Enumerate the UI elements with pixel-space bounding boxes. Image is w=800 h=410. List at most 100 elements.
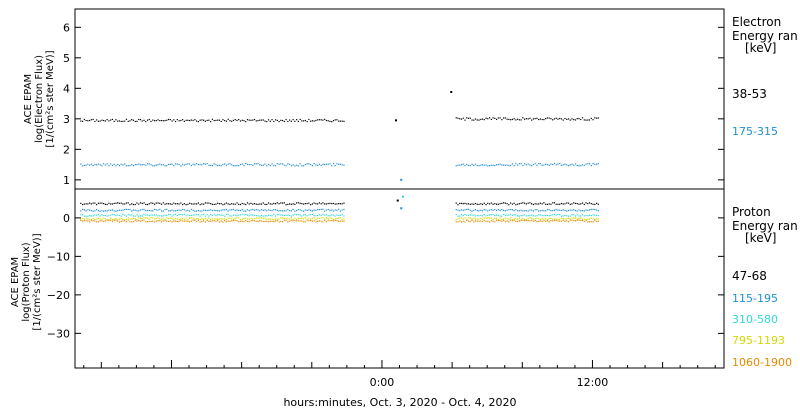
data-point xyxy=(90,210,92,212)
data-point xyxy=(474,220,477,222)
data-point xyxy=(515,119,517,121)
data-point xyxy=(87,163,89,165)
data-point xyxy=(576,118,578,120)
data-point xyxy=(192,219,194,221)
data-point xyxy=(527,218,529,220)
data-point xyxy=(581,202,584,204)
data-point xyxy=(169,217,171,219)
data-point xyxy=(557,220,559,222)
data-point xyxy=(494,117,496,119)
data-point xyxy=(474,208,477,211)
data-point xyxy=(136,220,138,222)
data-point xyxy=(252,208,254,211)
data-point xyxy=(294,120,296,122)
data-point xyxy=(464,119,466,121)
data-marks xyxy=(80,90,599,223)
data-point xyxy=(487,165,489,167)
data-point xyxy=(569,203,571,206)
data-point xyxy=(267,214,270,216)
data-point xyxy=(241,218,243,220)
data-point xyxy=(148,203,150,205)
data-point xyxy=(490,214,492,216)
data-point xyxy=(310,120,312,122)
y-tick-label: 6 xyxy=(63,21,70,34)
data-point xyxy=(581,164,584,166)
electron-legend: Electron Energy ran [keV] 38-53 175-315 xyxy=(732,15,798,138)
data-point xyxy=(192,214,194,216)
data-point xyxy=(199,119,201,121)
data-point xyxy=(499,217,501,219)
electron-ylabel-line1: ACE EPAM xyxy=(23,74,34,124)
data-point xyxy=(587,218,589,220)
data-point xyxy=(318,209,321,211)
data-point xyxy=(478,210,480,212)
data-point xyxy=(510,219,512,221)
data-point xyxy=(189,217,191,219)
data-point xyxy=(183,164,185,166)
data-point xyxy=(115,210,117,212)
data-point xyxy=(108,202,110,204)
data-point xyxy=(122,164,124,166)
data-point xyxy=(580,215,582,217)
data-point xyxy=(562,119,564,121)
data-point xyxy=(80,202,82,204)
data-point xyxy=(274,218,277,220)
data-point xyxy=(304,214,306,216)
data-point xyxy=(187,163,189,165)
data-point xyxy=(329,120,331,122)
data-point xyxy=(297,214,299,216)
data-point xyxy=(99,218,101,220)
data-point xyxy=(197,202,199,204)
data-point xyxy=(590,217,592,219)
data-point xyxy=(488,165,491,167)
data-point xyxy=(134,120,136,123)
data-point xyxy=(183,220,185,222)
data-point xyxy=(260,217,263,219)
data-point xyxy=(573,219,575,222)
data-point xyxy=(534,162,536,165)
data-point xyxy=(283,210,285,212)
data-point xyxy=(587,119,589,121)
data-point xyxy=(299,118,301,121)
data-point xyxy=(131,210,133,212)
data-point xyxy=(285,214,287,216)
data-point xyxy=(99,120,101,122)
data-point xyxy=(529,215,531,217)
data-point xyxy=(517,220,519,223)
data-point xyxy=(336,119,338,121)
data-point xyxy=(518,119,520,121)
data-point xyxy=(217,219,219,221)
data-point xyxy=(178,209,180,211)
data-point xyxy=(504,164,506,166)
data-point xyxy=(124,203,126,205)
data-point xyxy=(136,164,138,166)
data-point xyxy=(487,220,489,222)
data-point xyxy=(278,214,280,216)
data-point xyxy=(127,120,129,122)
data-point xyxy=(118,165,121,167)
data-point xyxy=(117,202,119,204)
data-point xyxy=(543,164,545,166)
data-point xyxy=(550,217,552,220)
data-point xyxy=(220,165,222,167)
data-point xyxy=(274,165,277,167)
data-point xyxy=(545,215,547,217)
data-point xyxy=(290,120,292,122)
data-point xyxy=(481,164,484,166)
data-point xyxy=(97,210,100,212)
data-point xyxy=(290,217,292,219)
data-point xyxy=(203,163,205,165)
data-point xyxy=(329,163,331,165)
data-point xyxy=(280,210,282,212)
data-point xyxy=(538,118,540,121)
data-point xyxy=(96,209,98,211)
data-point xyxy=(189,163,191,165)
data-point xyxy=(139,164,142,166)
data-point xyxy=(206,209,208,212)
data-point xyxy=(153,120,156,122)
data-point xyxy=(339,210,342,212)
data-point xyxy=(124,218,126,221)
data-point xyxy=(131,214,133,216)
data-point xyxy=(232,218,235,221)
data-point xyxy=(264,203,266,205)
